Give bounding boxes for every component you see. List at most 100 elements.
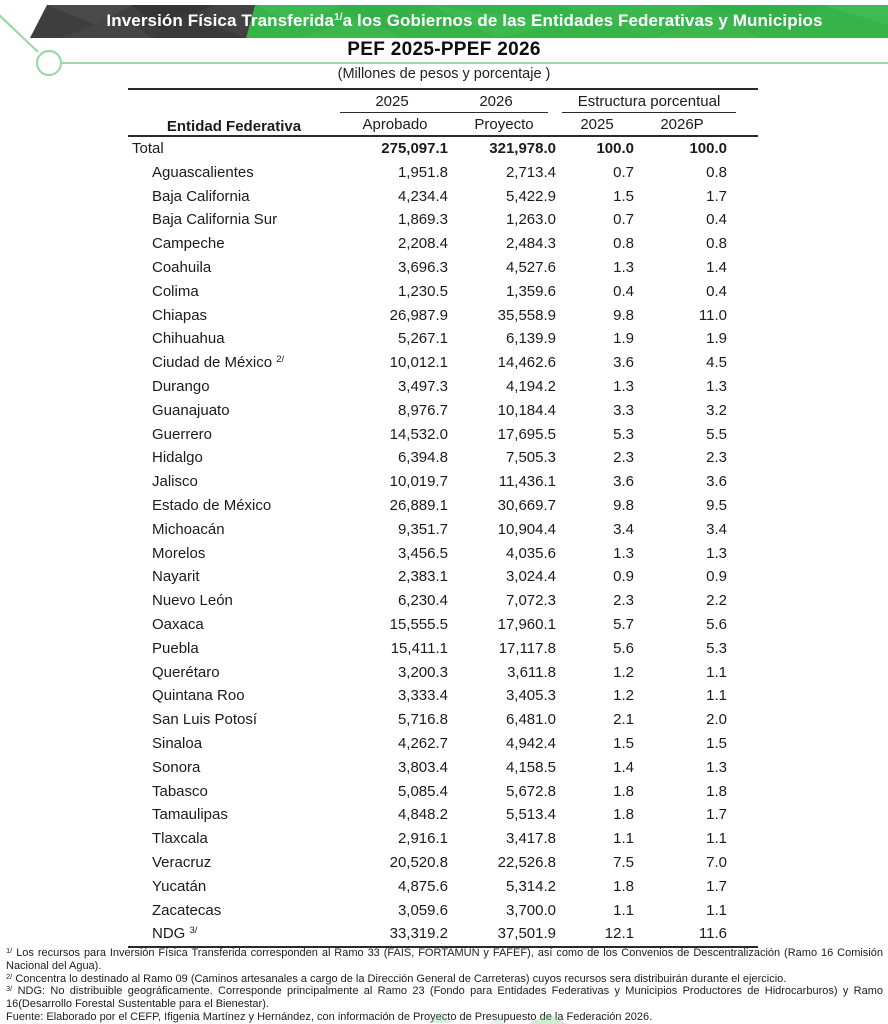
- cell-entity: Quintana Roo: [152, 687, 245, 705]
- cell-v2026: 22,526.8: [497, 853, 556, 871]
- cell-v2025: 5,085.4: [397, 782, 448, 800]
- cell-v2025: 4,848.2: [397, 806, 448, 824]
- table-row: Coahuila 3,696.3 4,527.6 1.3 1.4: [128, 256, 758, 280]
- table-row: Colima 1,230.5 1,359.6 0.4 0.4: [128, 280, 758, 304]
- header-entidad-federativa: Entidad Federativa: [166, 118, 302, 135]
- cell-p2025: 1.2: [613, 687, 634, 705]
- cell-p2026: 9.5: [706, 496, 728, 514]
- cell-p2025: 1.4: [613, 758, 634, 776]
- cell-p2026: 1.7: [706, 877, 728, 895]
- cell-v2025: 3,497.3: [397, 377, 448, 395]
- cell-entity: Oaxaca: [152, 615, 204, 633]
- table-row: Durango 3,497.3 4,194.2 1.3 1.3: [128, 375, 758, 399]
- header-proyecto: Proyecto: [474, 115, 534, 133]
- cell-v2026: 10,904.4: [497, 520, 556, 538]
- cell-v2026: 4,527.6: [505, 258, 556, 276]
- cell-p2025: 0.7: [613, 163, 634, 181]
- footnote: 1/ Los recursos para Inversión Física Tr…: [6, 946, 883, 972]
- cell-v2025: 1,951.8: [397, 163, 448, 181]
- cell-v2026: 17,117.8: [498, 639, 556, 657]
- cell-p2026: 0.8: [706, 235, 728, 253]
- cell-p2025: 1.8: [613, 806, 634, 824]
- cell-p2025: 1.3: [613, 544, 634, 562]
- footnote: 3/ NDG: No distribuible geográficamente.…: [6, 984, 883, 1011]
- source-line: Fuente: Elaborado por el CEFP, Ifigenia …: [6, 1010, 653, 1023]
- cell-entity: Tlaxcala: [152, 830, 208, 848]
- cell-p2026: 11.0: [698, 306, 728, 324]
- cell-p2026: 11.6: [698, 925, 728, 943]
- cell-p2026: 7.0: [706, 853, 728, 871]
- cell-p2025: 5.3: [613, 425, 634, 443]
- cell-p2026: 4.5: [706, 354, 728, 372]
- cell-v2026: 37,501.9: [497, 925, 556, 943]
- cell-v2025: 3,333.4: [397, 687, 448, 705]
- table-row: Yucatán 4,875.6 5,314.2 1.8 1.7: [128, 875, 758, 899]
- table-row: Campeche 2,208.4 2,484.3 0.8 0.8: [128, 232, 758, 256]
- footnote-lines: 1/ Los recursos para Inversión Física Tr…: [6, 947, 883, 1011]
- report-title-post: a los Gobiernos de las Entidades Federat…: [342, 11, 823, 30]
- cell-p2025: 100.0: [596, 140, 634, 157]
- cell-entity: Chihuahua: [152, 330, 225, 348]
- cell-v2025: 4,262.7: [397, 734, 448, 752]
- table-header: Entidad Federativa 2025 2026 Estructura …: [128, 89, 759, 136]
- cell-p2026: 1.7: [706, 187, 728, 205]
- cell-p2026: 1.1: [706, 830, 728, 848]
- cell-p2026: 3.2: [706, 401, 728, 419]
- cell-p2025: 3.6: [613, 473, 634, 491]
- header-2026-group: 2026: [479, 93, 513, 110]
- cell-p2025: 2.1: [613, 711, 634, 729]
- cell-v2026: 6,139.9: [505, 330, 556, 348]
- cell-p2026: 0.9: [706, 568, 728, 586]
- cell-entity: Campeche: [152, 235, 225, 253]
- cell-v2025: 15,555.5: [389, 615, 448, 633]
- header-estructura-2025: 2025: [580, 115, 614, 133]
- cell-entity: Nuevo León: [152, 592, 233, 610]
- cell-v2025: 10,019.7: [389, 473, 448, 491]
- cell-entity: Total: [132, 140, 164, 157]
- table-row: Tamaulipas 4,848.2 5,513.4 1.8 1.7: [128, 803, 758, 827]
- cell-v2026: 1,359.6: [505, 282, 556, 300]
- table-row: Sinaloa 4,262.7 4,942.4 1.5 1.5: [128, 732, 758, 756]
- table-row: Veracruz 20,520.8 22,526.8 7.5 7.0: [128, 851, 758, 875]
- cell-p2025: 7.5: [613, 853, 634, 871]
- cell-entity: Veracruz: [152, 853, 212, 871]
- cell-v2026: 5,672.8: [505, 782, 556, 800]
- cell-p2026: 0.8: [706, 163, 728, 181]
- cell-v2025: 3,059.6: [397, 901, 448, 919]
- cell-p2025: 0.8: [613, 235, 634, 253]
- header-row-groups: Entidad Federativa 2025 2026 Estructura …: [128, 89, 758, 135]
- cell-v2025: 6,230.4: [397, 592, 448, 610]
- footnote-superscript: 1/: [6, 946, 13, 955]
- cell-p2026: 1.4: [706, 258, 728, 276]
- cell-p2026: 2.3: [706, 449, 728, 467]
- cell-p2026: 1.7: [706, 806, 728, 824]
- cell-p2025: 1.3: [613, 258, 634, 276]
- header-year-group: 2025 2026: [340, 89, 558, 113]
- cell-entity: Michoacán: [152, 520, 225, 538]
- cell-v2025: 20,520.8: [389, 853, 448, 871]
- cell-entity: Jalisco: [152, 473, 198, 491]
- cell-v2026: 30,669.7: [497, 496, 556, 514]
- cell-entity: Yucatán: [152, 877, 207, 895]
- cell-v2026: 5,513.4: [505, 806, 556, 824]
- table-row: Quintana Roo 3,333.4 3,405.3 1.2 1.1: [128, 684, 758, 708]
- cell-v2026: 7,072.3: [505, 592, 556, 610]
- cell-p2026: 5.6: [706, 615, 728, 633]
- cell-p2026: 1.9: [706, 330, 728, 348]
- cell-entity: Nayarit: [152, 568, 200, 586]
- table-row: Jalisco 10,019.7 11,436.1 3.6 3.6: [128, 470, 758, 494]
- table-row: Chiapas 26,987.9 35,558.9 9.8 11.0: [128, 304, 758, 328]
- cell-v2026: 5,314.2: [505, 877, 556, 895]
- header-estructura-group: Estructura porcentual: [558, 89, 758, 113]
- cell-v2026: 5,422.9: [505, 187, 556, 205]
- cell-p2026: 5.5: [706, 425, 728, 443]
- banner-background: [30, 5, 888, 38]
- cell-v2025: 33,319.2: [389, 925, 448, 943]
- table-row: Total 275,097.1 321,978.0 100.0 100.0: [128, 136, 758, 161]
- cell-p2026: 100.0: [689, 140, 728, 157]
- cell-p2025: 1.1: [613, 901, 634, 919]
- cell-p2025: 1.1: [613, 830, 634, 848]
- cell-p2025: 0.4: [613, 282, 634, 300]
- cell-p2025: 1.5: [613, 734, 634, 752]
